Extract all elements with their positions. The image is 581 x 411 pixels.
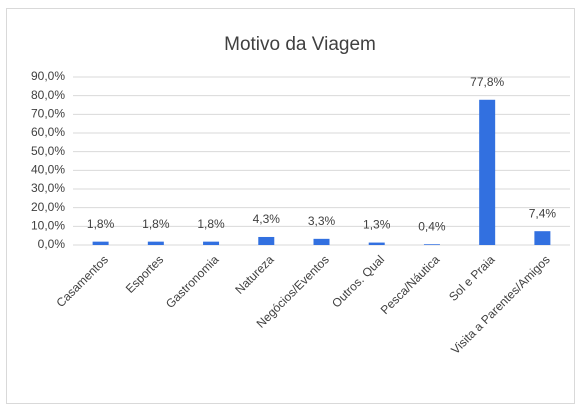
data-label: 4,3%	[253, 212, 281, 226]
bar	[258, 236, 275, 245]
y-tick-label: 10,0%	[31, 219, 65, 233]
bar	[313, 238, 330, 245]
data-label: 1,8%	[142, 217, 170, 231]
data-label: 77,8%	[470, 75, 504, 89]
bar	[147, 241, 164, 245]
chart-title: Motivo da Viagem	[224, 34, 376, 55]
bar	[92, 241, 109, 245]
data-label: 1,8%	[197, 217, 225, 231]
bar	[423, 244, 440, 245]
bar	[203, 241, 220, 245]
data-label: 1,8%	[87, 217, 115, 231]
y-tick-label: 70,0%	[31, 107, 65, 121]
bar	[368, 242, 385, 245]
data-label: 0,4%	[418, 219, 446, 233]
bar	[534, 231, 551, 245]
data-label: 3,3%	[308, 214, 336, 228]
y-tick-label: 50,0%	[31, 144, 65, 158]
y-tick-label: 20,0%	[31, 200, 65, 214]
data-label: 1,3%	[363, 218, 391, 232]
y-tick-label: 60,0%	[31, 125, 65, 139]
y-tick-label: 80,0%	[31, 88, 65, 102]
y-tick-label: 90,0%	[31, 69, 65, 83]
data-label: 7,4%	[529, 206, 557, 220]
y-tick-label: 40,0%	[31, 163, 65, 177]
bar	[479, 99, 496, 245]
y-tick-label: 30,0%	[31, 181, 65, 195]
y-tick-label: 0,0%	[38, 237, 66, 251]
